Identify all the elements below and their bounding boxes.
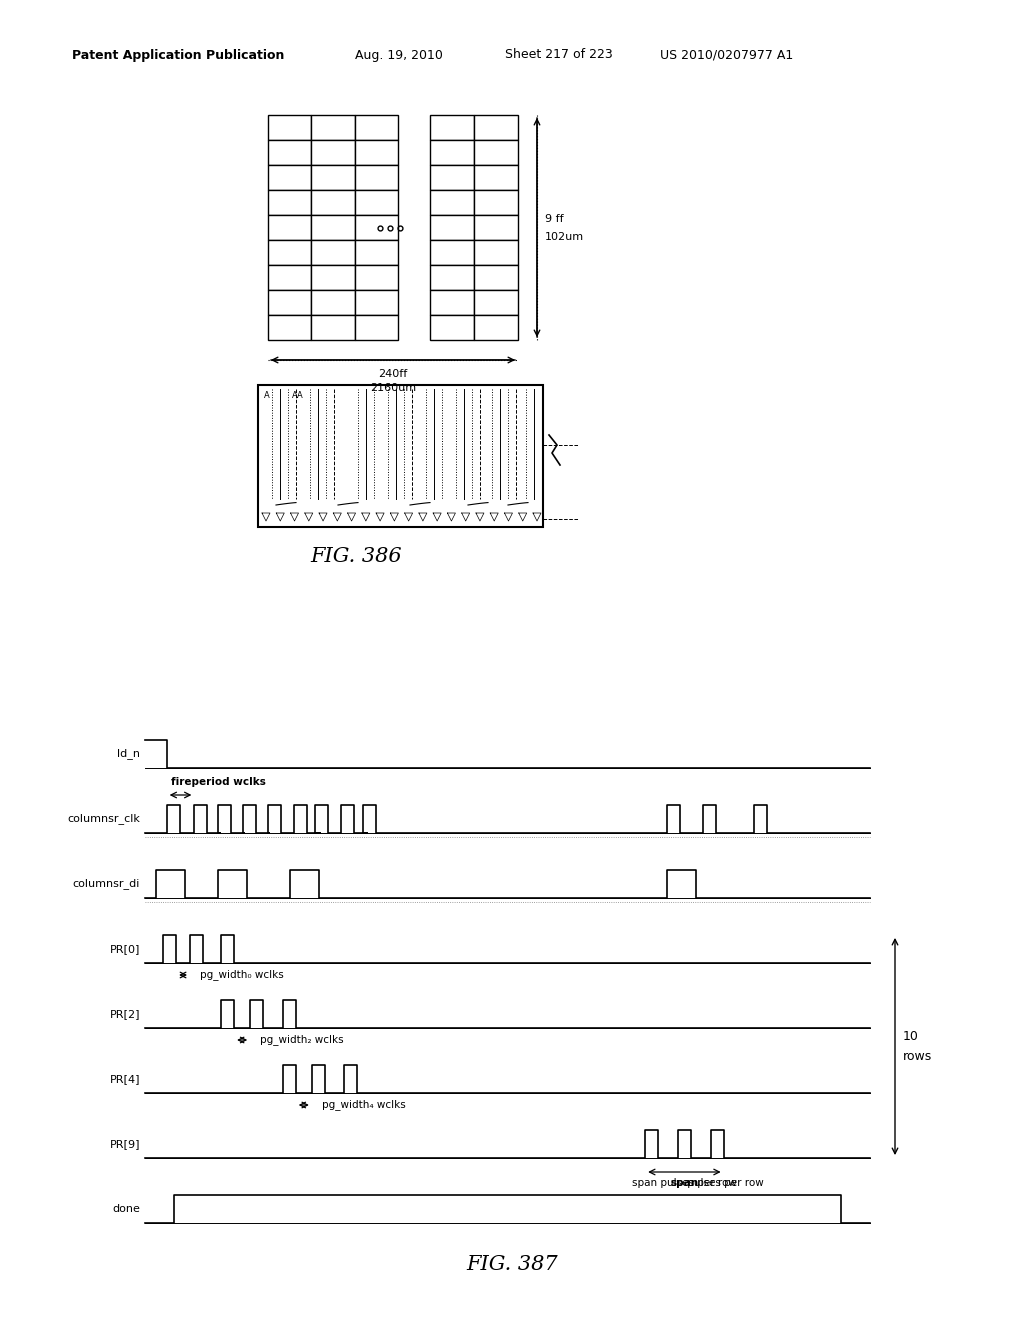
- Text: pg_width₂ wclks: pg_width₂ wclks: [260, 1035, 344, 1045]
- Bar: [474, 190, 518, 215]
- Text: columnsr_clk: columnsr_clk: [68, 813, 140, 825]
- Bar: [311, 115, 354, 140]
- Text: ld_n: ld_n: [117, 748, 140, 759]
- Bar: [258, 385, 543, 527]
- Bar: [354, 215, 398, 240]
- Bar: [354, 315, 398, 341]
- Bar: [268, 215, 311, 240]
- Text: FIG. 386: FIG. 386: [310, 548, 401, 566]
- Bar: [268, 115, 311, 140]
- Bar: [474, 240, 518, 265]
- Text: done: done: [112, 1204, 140, 1214]
- Text: pg_width₄ wclks: pg_width₄ wclks: [322, 1100, 406, 1110]
- Bar: [430, 315, 474, 341]
- Text: pg_width₀ wclks: pg_width₀ wclks: [200, 970, 284, 981]
- Bar: [430, 240, 474, 265]
- Bar: [311, 215, 354, 240]
- Bar: [311, 140, 354, 165]
- Bar: [474, 315, 518, 341]
- Text: US 2010/0207977 A1: US 2010/0207977 A1: [660, 49, 794, 62]
- Text: Sheet 217 of 223: Sheet 217 of 223: [505, 49, 612, 62]
- Bar: [268, 265, 311, 290]
- Bar: [430, 265, 474, 290]
- Bar: [268, 315, 311, 341]
- Text: columnsr_di: columnsr_di: [73, 879, 140, 890]
- Bar: [354, 265, 398, 290]
- Bar: [354, 240, 398, 265]
- Text: PR[0]: PR[0]: [110, 944, 140, 954]
- Bar: [354, 165, 398, 190]
- Bar: [311, 315, 354, 341]
- Bar: [430, 190, 474, 215]
- Text: pulses per row: pulses per row: [684, 1177, 764, 1188]
- Text: 240ff: 240ff: [379, 370, 408, 379]
- Text: PR[9]: PR[9]: [110, 1139, 140, 1148]
- Bar: [474, 265, 518, 290]
- Bar: [430, 165, 474, 190]
- Bar: [268, 190, 311, 215]
- Bar: [311, 265, 354, 290]
- Text: Aug. 19, 2010: Aug. 19, 2010: [355, 49, 442, 62]
- Bar: [311, 165, 354, 190]
- Text: rows: rows: [903, 1049, 932, 1063]
- Bar: [311, 290, 354, 315]
- Bar: [268, 240, 311, 265]
- Text: 9 ff: 9 ff: [545, 214, 563, 224]
- Text: FIG. 387: FIG. 387: [466, 1255, 558, 1275]
- Text: span: span: [671, 1177, 698, 1188]
- Bar: [474, 290, 518, 315]
- Text: AA: AA: [292, 391, 304, 400]
- Text: 102um: 102um: [545, 232, 584, 243]
- Bar: [354, 190, 398, 215]
- Bar: [474, 165, 518, 190]
- Bar: [311, 240, 354, 265]
- Bar: [430, 140, 474, 165]
- Bar: [354, 140, 398, 165]
- Bar: [268, 165, 311, 190]
- Text: fireperiod wclks: fireperiod wclks: [171, 777, 265, 787]
- Text: A: A: [264, 391, 269, 400]
- Bar: [474, 215, 518, 240]
- Bar: [311, 190, 354, 215]
- Bar: [268, 290, 311, 315]
- Bar: [430, 290, 474, 315]
- Text: 2160um: 2160um: [370, 383, 416, 393]
- Bar: [268, 140, 311, 165]
- Bar: [430, 115, 474, 140]
- Text: span pulses per row: span pulses per row: [632, 1177, 737, 1188]
- Text: Patent Application Publication: Patent Application Publication: [72, 49, 285, 62]
- Bar: [354, 115, 398, 140]
- Bar: [474, 115, 518, 140]
- Text: 10: 10: [903, 1030, 919, 1043]
- Text: PR[4]: PR[4]: [110, 1074, 140, 1084]
- Bar: [430, 215, 474, 240]
- Bar: [354, 290, 398, 315]
- Bar: [474, 140, 518, 165]
- Text: PR[2]: PR[2]: [110, 1008, 140, 1019]
